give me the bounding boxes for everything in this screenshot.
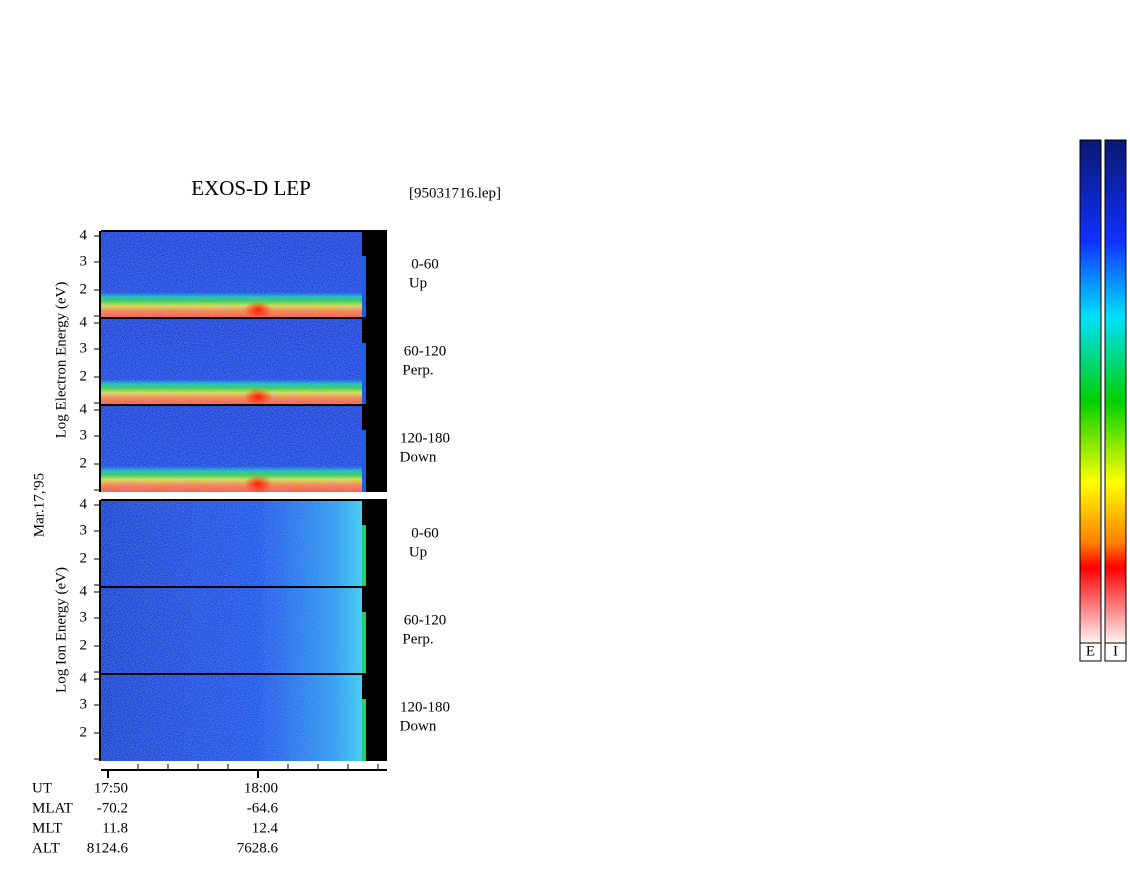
date: Mar.17,'95 <box>31 473 47 537</box>
angle-label: 0-60 <box>411 256 439 272</box>
colorbar <box>1079 139 1102 644</box>
colorbar-label-box <box>1104 642 1127 662</box>
row-label: MLAT <box>32 800 73 816</box>
black-strip <box>362 318 387 405</box>
row-label: UT <box>32 780 52 796</box>
hot-spot <box>244 388 272 406</box>
row-value: 17:50 <box>94 780 128 796</box>
edge-strip <box>362 699 366 761</box>
y-tick-label: 3 <box>80 609 88 625</box>
y-tick-label: 4 <box>80 227 88 243</box>
y-tick-label: 2 <box>80 368 88 384</box>
spectrogram <box>101 500 362 587</box>
angle-label: 120-180 <box>400 430 450 446</box>
row-value: 12.4 <box>252 820 279 836</box>
row-value: 11.8 <box>102 820 128 836</box>
direction-label: Perp. <box>402 362 433 378</box>
edge-strip <box>362 612 366 674</box>
colorbar <box>1104 139 1127 644</box>
colorbar-label: E <box>1086 643 1095 659</box>
row-value: -70.2 <box>97 800 128 816</box>
direction-label: Perp. <box>402 631 433 647</box>
edge-strip <box>362 525 366 587</box>
y-tick-label: 4 <box>80 314 88 330</box>
angle-label: 120-180 <box>400 699 450 715</box>
black-strip <box>362 231 387 318</box>
y-tick-label: 4 <box>80 496 88 512</box>
black-strip <box>362 500 387 587</box>
time-table: UT 17:50 18:00 MLAT -70.2 -64.6 MLT 11.8 12.4 ALT… <box>32 780 279 856</box>
angle-label: 60-120 <box>404 612 447 628</box>
edge-strip <box>362 430 366 492</box>
direction-label: Up <box>409 275 427 291</box>
y-tick-label: 2 <box>80 455 88 471</box>
row-label: MLT <box>32 820 62 836</box>
hot-spot <box>244 475 272 493</box>
time-axis <box>101 764 387 778</box>
hot-spot <box>244 301 272 319</box>
y-tick-label: 2 <box>80 637 88 653</box>
row-value: 7628.6 <box>237 840 279 856</box>
black-strip <box>362 405 387 492</box>
direction-label: Down <box>400 449 437 465</box>
row-value: 18:00 <box>244 780 278 796</box>
row-label: ALT <box>32 840 60 856</box>
row-value: 8124.6 <box>87 840 129 856</box>
direction-label: Up <box>409 544 427 560</box>
species-label: Log Electron Energy (eV) <box>53 282 69 439</box>
y-tick-label: 3 <box>80 340 88 356</box>
black-strip <box>362 674 387 761</box>
y-tick-label: 4 <box>80 401 88 417</box>
spectrogram <box>101 231 362 318</box>
y-tick-label: 2 <box>80 281 88 297</box>
spectrogram <box>101 405 362 492</box>
colorbar-label-box <box>1079 642 1102 662</box>
y-tick-label: 3 <box>80 253 88 269</box>
edge-strip <box>362 256 366 318</box>
spectrogram <box>101 587 362 674</box>
y-tick-label: 2 <box>80 550 88 566</box>
row-value: -64.6 <box>247 800 279 816</box>
spectrogram <box>101 674 362 761</box>
panels: 4 3 2 0-60 Up 4 3 2 60-120 Perp. 4 3 2 120-180 Down 4 3 2… <box>53 227 450 761</box>
y-tick-label: 3 <box>80 522 88 538</box>
y-tick-label: 4 <box>80 583 88 599</box>
title: EXOS-D LEP <box>191 176 311 200</box>
y-tick-label: 3 <box>80 427 88 443</box>
angle-label: 0-60 <box>411 525 439 541</box>
file-name: [95031716.lep] <box>409 185 501 201</box>
y-tick-label: 4 <box>80 670 88 686</box>
spectrogram <box>101 318 362 405</box>
angle-label: 60-120 <box>404 343 447 359</box>
edge-strip <box>362 343 366 405</box>
direction-label: Down <box>400 718 437 734</box>
species-label: Log Ion Energy (eV) <box>53 567 69 693</box>
black-strip <box>362 587 387 674</box>
colorbar-label: I <box>1113 643 1118 659</box>
y-tick-label: 2 <box>80 724 88 740</box>
y-tick-label: 3 <box>80 696 88 712</box>
